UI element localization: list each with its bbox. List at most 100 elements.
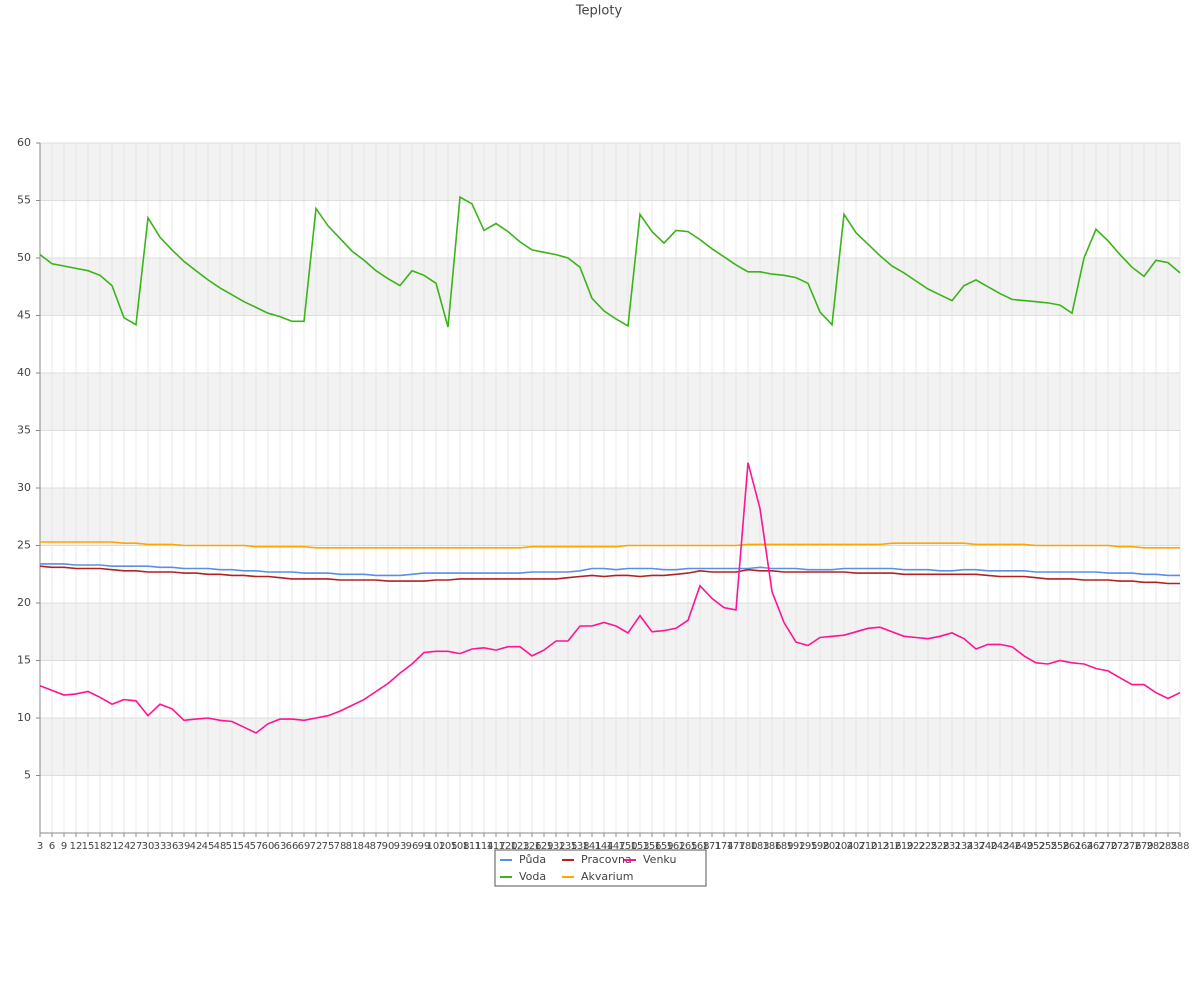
grid-band (40, 373, 1180, 431)
x-tick-label: 222 (906, 841, 925, 852)
x-tick-label: 51 (226, 841, 239, 852)
x-tick-label: 252 (1026, 841, 1045, 852)
y-tick-label: 15 (17, 654, 31, 667)
x-tick-label: 147 (606, 841, 625, 852)
x-tick-label: 72 (310, 841, 323, 852)
x-tick-label: 138 (570, 841, 589, 852)
x-tick-label: 126 (522, 841, 541, 852)
x-tick-label: 93 (394, 841, 407, 852)
series-line (40, 563, 1180, 577)
chart-title: Teploty (575, 4, 623, 19)
x-tick-label: 114 (474, 841, 493, 852)
x-tick-label: 267 (1086, 841, 1105, 852)
x-tick-label: 261 (1062, 841, 1081, 852)
x-tick-label: 54 (238, 841, 251, 852)
x-tick-label: 201 (822, 841, 841, 852)
x-tick-label: 243 (990, 841, 1009, 852)
legend-label: Půda (519, 853, 546, 866)
x-tick-label: 240 (978, 841, 997, 852)
x-tick-label: 96 (406, 841, 419, 852)
x-tick-label: 237 (966, 841, 985, 852)
x-tick-label: 102 (426, 841, 445, 852)
x-tick-label: 36 (166, 841, 179, 852)
x-tick-label: 231 (942, 841, 961, 852)
x-tick-label: 171 (702, 841, 721, 852)
x-tick-label: 81 (346, 841, 359, 852)
x-tick-label: 282 (1146, 841, 1165, 852)
legend-label: Pracovna (581, 853, 632, 866)
x-tick-label: 207 (846, 841, 865, 852)
x-tick-label: 120 (498, 841, 517, 852)
x-tick-label: 18 (94, 841, 107, 852)
x-tick-label: 141 (582, 841, 601, 852)
x-tick-label: 105 (438, 841, 457, 852)
y-tick-label: 10 (17, 711, 31, 724)
x-tick-label: 9 (61, 841, 67, 852)
grid-band (40, 603, 1180, 661)
x-tick-label: 228 (930, 841, 949, 852)
x-tick-label: 75 (322, 841, 335, 852)
x-tick-label: 189 (774, 841, 793, 852)
x-tick-label: 108 (450, 841, 469, 852)
x-tick-label: 264 (1074, 841, 1093, 852)
x-tick-label: 150 (618, 841, 637, 852)
x-tick-label: 219 (894, 841, 913, 852)
legend-label: Akvarium (581, 870, 633, 883)
y-tick-label: 25 (17, 539, 31, 552)
x-tick-label: 57 (250, 841, 263, 852)
y-tick-label: 35 (17, 424, 31, 437)
series-line (39, 462, 1181, 734)
x-tick-label: 15 (82, 841, 95, 852)
x-tick-label: 216 (882, 841, 901, 852)
x-tick-label: 279 (1134, 841, 1153, 852)
x-tick-label: 111 (462, 841, 481, 852)
x-tick-label: 270 (1098, 841, 1117, 852)
legend-label: Venku (643, 853, 676, 866)
x-tick-label: 210 (858, 841, 877, 852)
y-tick-label: 40 (17, 366, 31, 379)
x-tick-label: 90 (382, 841, 395, 852)
y-tick-label: 5 (24, 769, 31, 782)
x-tick-label: 69 (298, 841, 311, 852)
y-tick-label: 20 (17, 596, 31, 609)
y-tick-label: 50 (17, 251, 31, 264)
x-tick-label: 285 (1158, 841, 1177, 852)
x-tick-label: 186 (762, 841, 781, 852)
x-tick-label: 60 (262, 841, 275, 852)
legend-box (494, 849, 707, 887)
x-tick-label: 198 (810, 841, 829, 852)
x-tick-label: 66 (286, 841, 299, 852)
x-tick-label: 177 (726, 841, 745, 852)
x-tick-label: 63 (274, 841, 287, 852)
x-tick-label: 87 (370, 841, 383, 852)
x-tick-label: 42 (190, 841, 203, 852)
x-tick-label: 225 (918, 841, 937, 852)
x-tick-label: 84 (358, 841, 371, 852)
x-tick-label: 162 (666, 841, 685, 852)
x-tick-label: 174 (714, 841, 733, 852)
x-tick-label: 117 (486, 841, 505, 852)
x-tick-label: 258 (1050, 841, 1069, 852)
grid-band (40, 258, 1180, 316)
x-tick-label: 33 (154, 841, 167, 852)
grid-band (40, 488, 1180, 546)
x-tick-label: 159 (654, 841, 673, 852)
x-tick-label: 168 (690, 841, 709, 852)
x-tick-label: 213 (870, 841, 889, 852)
y-tick-label: 30 (17, 481, 31, 494)
x-tick-label: 27 (130, 841, 143, 852)
x-tick-label: 6 (49, 841, 55, 852)
grid-band (40, 718, 1180, 776)
y-tick-label: 45 (17, 309, 31, 322)
x-tick-label: 156 (642, 841, 661, 852)
x-tick-label: 204 (834, 841, 853, 852)
series-line (40, 541, 1180, 549)
grid-band (40, 143, 1180, 201)
x-tick-label: 3 (37, 841, 43, 852)
x-tick-label: 21 (106, 841, 119, 852)
x-tick-label: 144 (594, 841, 613, 852)
legend-label: Voda (519, 870, 546, 883)
x-tick-label: 30 (142, 841, 155, 852)
x-tick-label: 129 (534, 841, 553, 852)
